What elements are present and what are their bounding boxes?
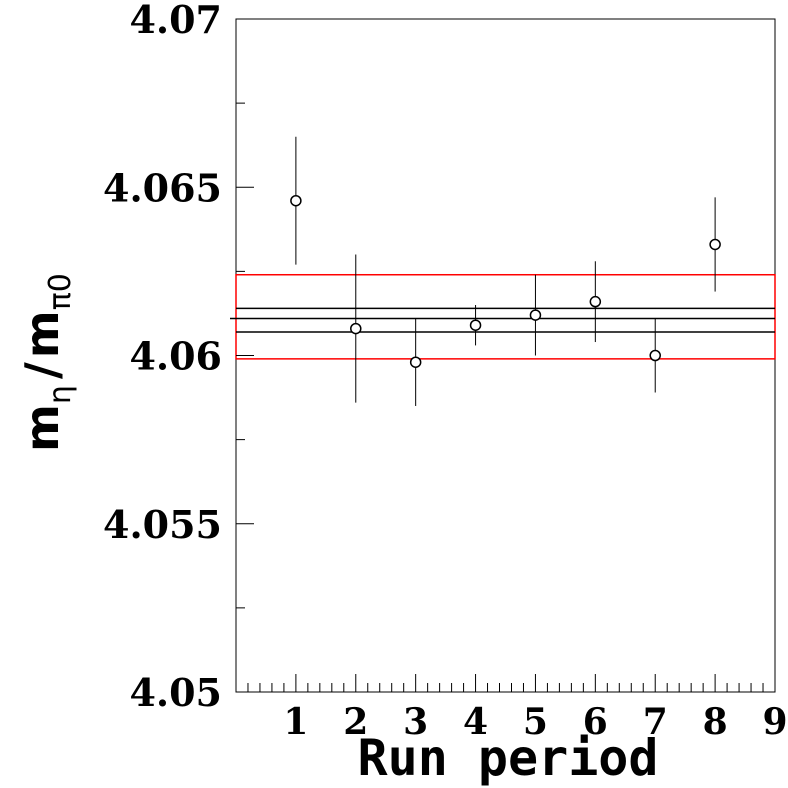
x-tick-label: 1 <box>283 701 308 743</box>
y-tick-label: 4.065 <box>103 165 222 210</box>
y-axis: 4.05 4.055 4.06 4.065 4.07 <box>103 0 254 715</box>
y-tick-label: 4.05 <box>129 670 222 715</box>
x-tick-label: 8 <box>703 701 728 743</box>
data-point <box>290 194 302 207</box>
x-tick-label: 5 <box>523 701 548 743</box>
ylabel-sub2: π0 <box>43 273 78 310</box>
mean-lines <box>230 307 775 333</box>
y-tick-label: 4.055 <box>103 502 222 547</box>
ylabel-m1: m <box>15 404 69 452</box>
x-tick-label: 7 <box>643 701 668 743</box>
data-point <box>350 322 362 335</box>
x-tick-label: 9 <box>762 701 787 743</box>
ylabel-m2: m <box>15 310 69 358</box>
data-point <box>529 309 542 321</box>
data-point <box>469 319 482 331</box>
data-points <box>290 136 721 406</box>
x-axis-title: Run period <box>357 729 658 787</box>
ylabel-sub1: η <box>43 385 78 404</box>
y-tick-label: 4.07 <box>129 0 222 42</box>
syst-band <box>235 273 776 360</box>
x-tick-label: 3 <box>403 701 428 743</box>
data-point <box>589 295 602 308</box>
y-axis-title: mη/mπ0 <box>15 273 78 452</box>
data-point <box>409 356 422 368</box>
plot-frame <box>235 18 776 693</box>
data-point <box>649 349 661 362</box>
syst-band-rect <box>235 273 776 360</box>
x-tick-label: 4 <box>463 701 488 743</box>
svg-text:mη/mπ0: mη/mπ0 <box>15 273 78 452</box>
y-tick-label: 4.06 <box>129 334 222 379</box>
x-tick-label: 2 <box>343 701 368 743</box>
ylabel-slash: / <box>15 362 69 379</box>
x-tick-label: 6 <box>583 701 608 743</box>
data-point <box>709 238 721 251</box>
